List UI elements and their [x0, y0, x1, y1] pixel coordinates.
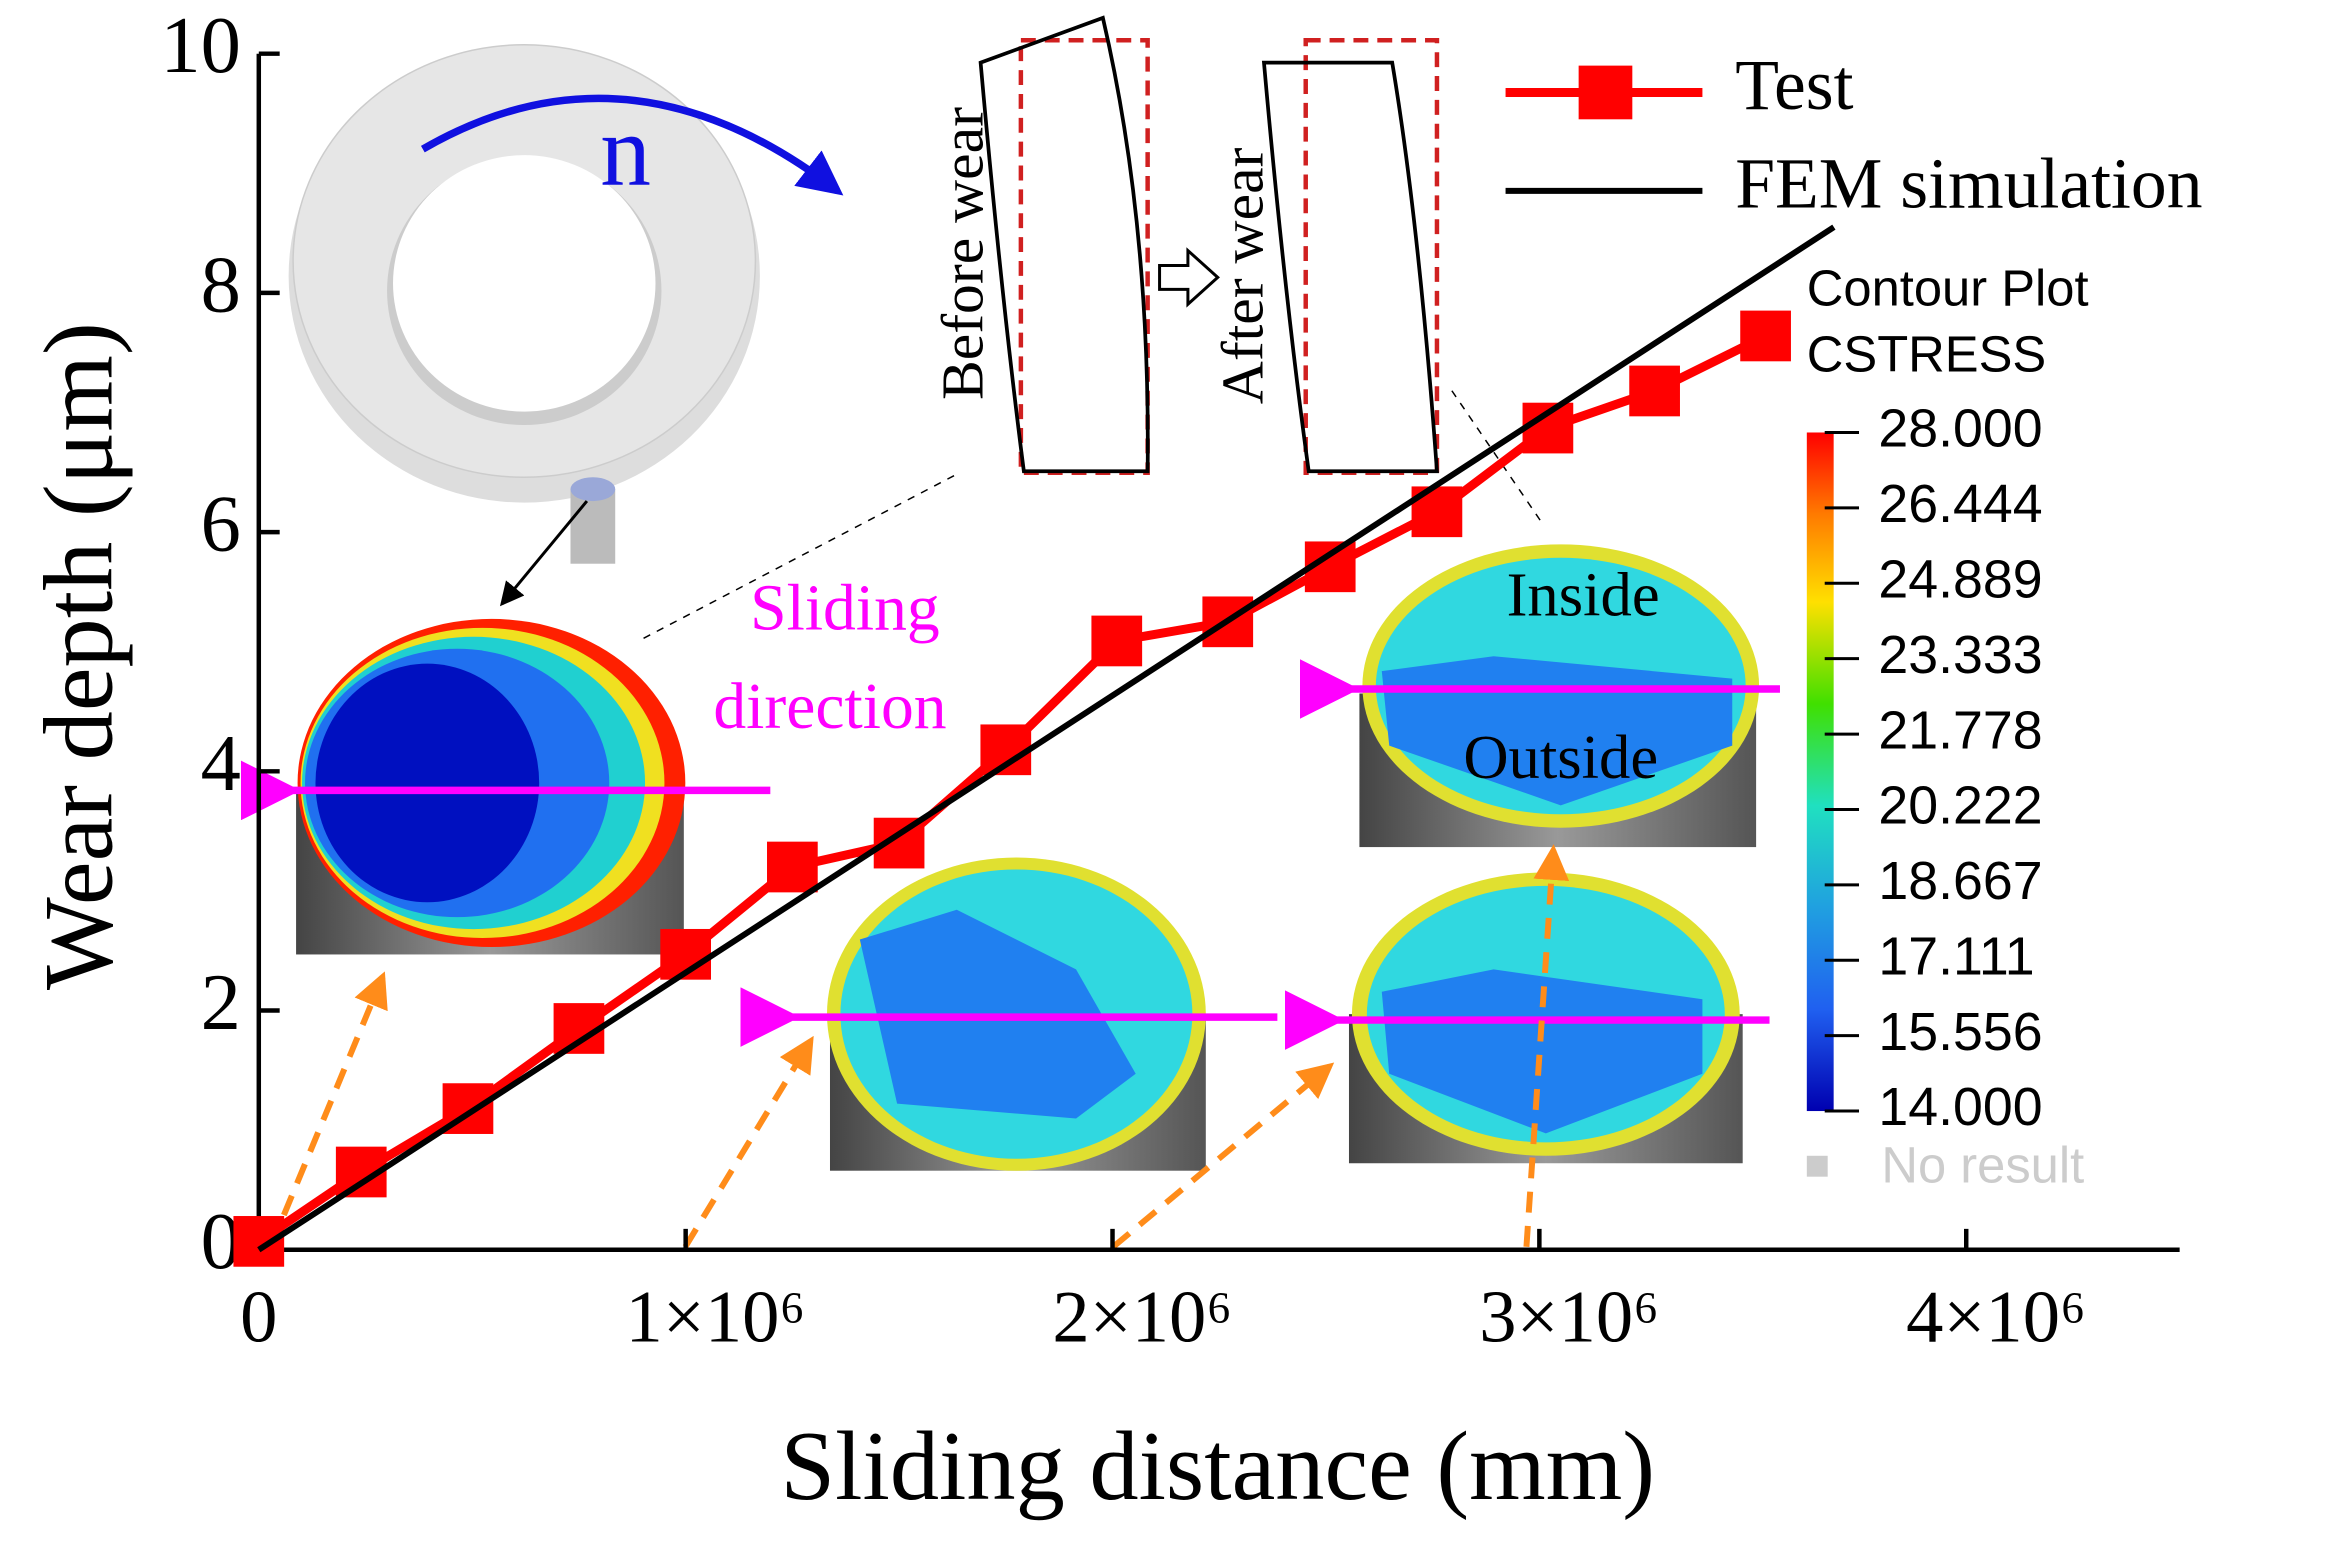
pointer	[267, 971, 388, 1248]
outside-label: Outside	[1463, 722, 1658, 792]
colorbar-label: 24.889	[1878, 549, 2042, 609]
colorbar-label: 28.000	[1878, 399, 2042, 459]
y-tick-label: 2	[201, 958, 241, 1047]
colorbar	[1806, 432, 1834, 1112]
no-result-label: No result	[1881, 1137, 2084, 1194]
colorbar-label: 15.556	[1878, 1002, 2042, 1062]
x-axis-label: Sliding distance (mm)	[780, 1412, 1655, 1521]
colorbar-label: 17.111	[1878, 926, 2034, 986]
leader	[1451, 390, 1542, 523]
x-tick-label: 3×10⁶	[1479, 1276, 1659, 1358]
legend-label: FEM simulation	[1735, 144, 2202, 223]
colorbar-label: 20.222	[1878, 776, 2042, 836]
arrow	[1158, 247, 1220, 308]
x-tick-label: 1×10⁶	[626, 1276, 806, 1358]
colorbar-label: 26.444	[1878, 474, 2042, 534]
x-tick-label: 4×10⁶	[1906, 1276, 2086, 1358]
marker	[1740, 310, 1791, 362]
y-tick-label: 10	[160, 1, 241, 90]
rotation-arrow	[420, 94, 844, 196]
ring-hole	[393, 155, 656, 412]
y-axis-label: Wear depth (μm)	[24, 322, 133, 990]
pointer	[1111, 1062, 1335, 1250]
contour-title: Contour Plot	[1807, 260, 2089, 317]
outline	[1018, 38, 1150, 475]
rotation-label: n	[600, 94, 651, 206]
insets: n Before wear After wear Sliding directi…	[240, 15, 2089, 1250]
colorbar-label: 21.778	[1878, 700, 2042, 760]
colorbar-label: 18.667	[1878, 851, 2042, 911]
no-result-swatch	[1806, 1155, 1828, 1177]
pin	[570, 489, 616, 564]
pin-top	[570, 477, 616, 502]
pointer	[682, 1035, 814, 1249]
legend-label: Test	[1735, 46, 1853, 125]
colorbar-label: 14.000	[1878, 1077, 2042, 1137]
sliding-label: direction	[713, 671, 946, 743]
after-label: After wear	[1210, 147, 1276, 404]
inside-label: Inside	[1507, 559, 1660, 629]
before-shape	[978, 15, 1150, 474]
colorbar-label: 23.333	[1878, 625, 2042, 685]
series-line	[257, 224, 1836, 1253]
x-tick-label: 2×10⁶	[1052, 1276, 1232, 1358]
marker	[767, 841, 818, 893]
y-tick-label: 6	[201, 480, 241, 569]
y-tick-label: 4	[201, 719, 241, 808]
x-tick-label: 0	[240, 1276, 277, 1358]
before-label: Before wear	[929, 107, 995, 400]
after-shape	[1261, 60, 1439, 474]
marker	[1091, 615, 1143, 667]
sliding-label: Sliding	[750, 572, 940, 644]
marker	[1629, 365, 1680, 417]
pointer	[499, 500, 589, 607]
y-tick-label: 8	[201, 240, 241, 329]
contour-title: CSTRESS	[1807, 325, 2046, 382]
legend-marker	[1578, 65, 1633, 120]
